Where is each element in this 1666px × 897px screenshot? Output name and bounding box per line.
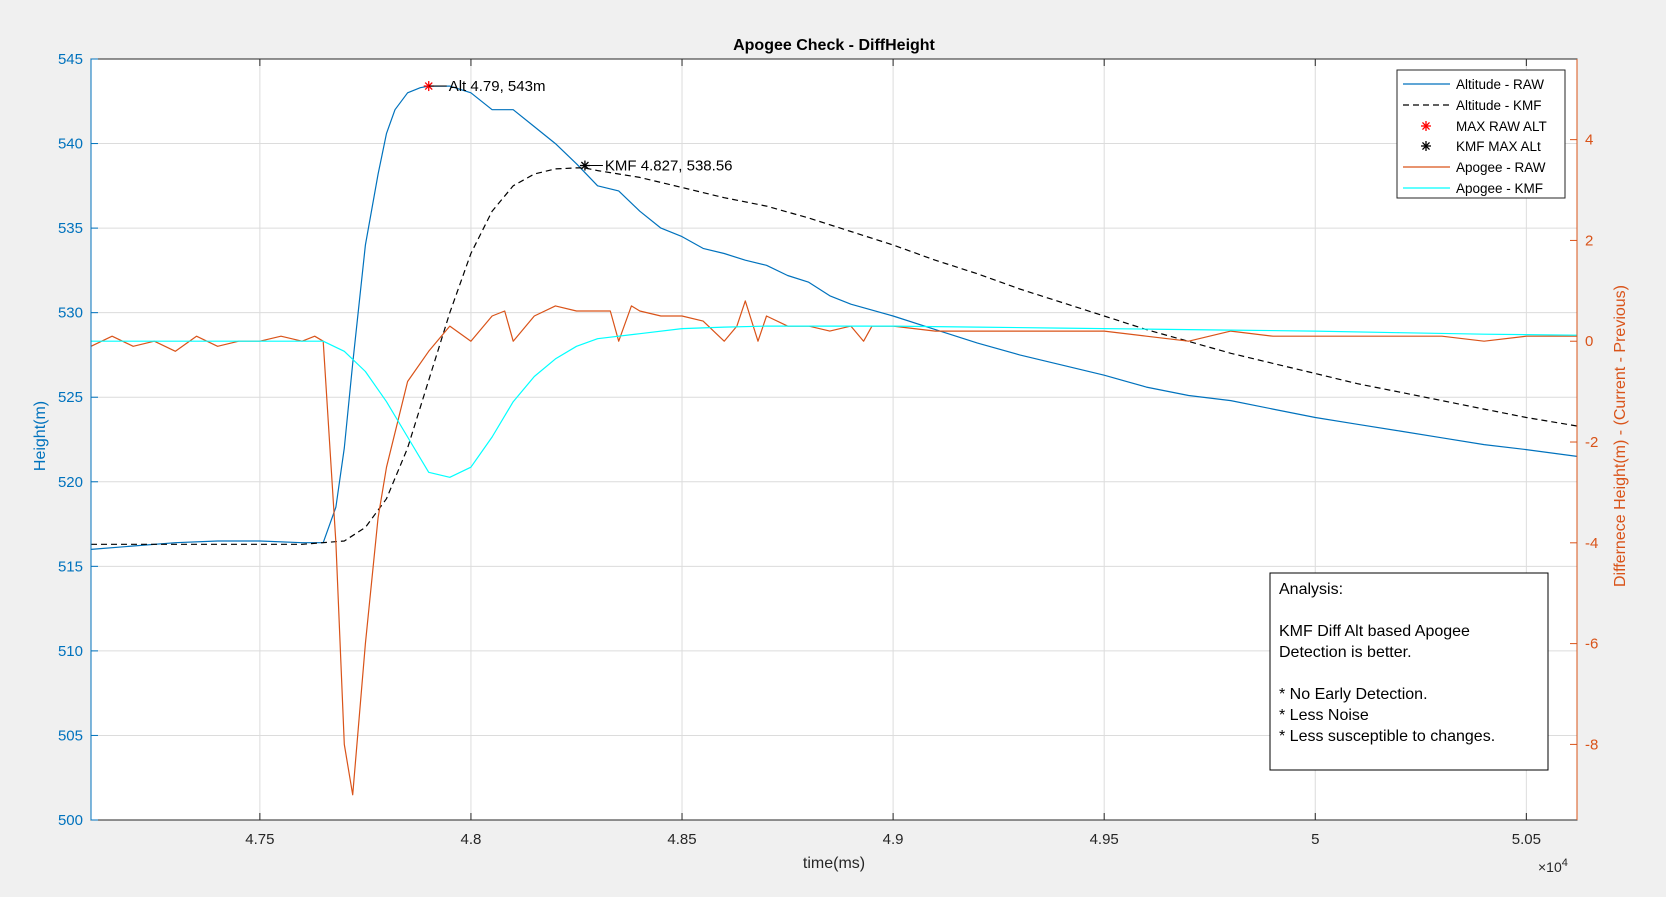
legend-label: MAX RAW ALT (1456, 119, 1547, 134)
analysis-frame (1269, 572, 1549, 771)
analysis-box: Analysis: KMF Diff Alt based Apogee Dete… (1269, 572, 1549, 771)
y-left-tick-label: 515 (58, 558, 83, 575)
x-tick-label: 5.05 (1512, 831, 1541, 848)
x-tick-label: 4.75 (245, 831, 274, 848)
legend-item-apogee-raw: Apogee - RAW (1403, 160, 1546, 175)
series-layer (91, 81, 1577, 796)
analysis-line: Detection is better. (1279, 644, 1412, 661)
y-left-tick-label: 500 (58, 812, 83, 829)
legend-item-altitude-kmf: Altitude - KMF (1403, 98, 1542, 113)
legend-box (1396, 69, 1566, 199)
y-left-tick-label: 520 (58, 474, 83, 491)
legend-label: KMF MAX ALt (1456, 139, 1541, 154)
series-line-altitude-raw (91, 85, 1577, 550)
y-right-tick-label: 2 (1585, 232, 1593, 249)
x-tick-label: 4.95 (1090, 831, 1119, 848)
y-left-tick-label: 525 (58, 389, 83, 406)
y-left-tick-label: 530 (58, 305, 83, 322)
series-line-apogee-kmf (91, 325, 1577, 478)
y-right-tick-label: -6 (1585, 636, 1598, 653)
legend-item-kmf-max-alt: KMF MAX ALt (1421, 139, 1541, 154)
y-right-tick-label: -8 (1585, 736, 1598, 753)
legend-label: Altitude - RAW (1456, 77, 1544, 92)
asterisk-marker-icon (1421, 121, 1431, 131)
legend-item-apogee-kmf: Apogee - KMF (1403, 181, 1543, 196)
x-multiplier-exp: 4 (1562, 857, 1568, 869)
legend-label: Altitude - KMF (1456, 98, 1542, 113)
series-line-apogee-raw (91, 300, 1577, 796)
asterisk-marker-icon (1421, 141, 1431, 151)
x-axis-label: time(ms) (803, 855, 865, 872)
annotation-label: Alt 4.79, 543m (449, 78, 546, 95)
y-left-tick-label: 540 (58, 136, 83, 153)
y-axis-left-label: Height(m) (32, 401, 49, 471)
y-right-tick-label: 0 (1585, 333, 1593, 350)
series-line-altitude-kmf (91, 167, 1577, 545)
x-tick-label: 4.85 (667, 831, 696, 848)
x-tick-label: 5 (1311, 831, 1319, 848)
y-left-tick-label: 535 (58, 220, 83, 237)
legend-item-altitude-raw: Altitude - RAW (1403, 77, 1544, 92)
y-left-tick-label: 510 (58, 643, 83, 660)
legend: Altitude - RAW Altitude - KMF MAX RAW AL… (1396, 69, 1566, 199)
annotation-label: KMF 4.827, 538.56 (605, 158, 733, 175)
x-multiplier-base: ×10 (1538, 859, 1562, 875)
analysis-line: * Less susceptible to changes. (1279, 728, 1495, 745)
analysis-line: KMF Diff Alt based Apogee (1279, 623, 1470, 640)
ticks: 4.75 4.8 4.85 4.9 4.95 5 5.05 500 505 510 515 520 52… (58, 51, 1598, 848)
analysis-line: * No Early Detection. (1279, 686, 1428, 703)
chart-title: Apogee Check - DiffHeight (733, 37, 935, 54)
legend-item-max-raw-alt: MAX RAW ALT (1421, 119, 1547, 134)
annotations: Alt 4.79, 543m KMF 4.827, 538.56 (428, 78, 733, 175)
y-axis-right-label: Differnece Height(m) - (Current - Previo… (1612, 285, 1629, 587)
analysis-line: * Less Noise (1279, 707, 1369, 724)
x-tick-label: 4.9 (883, 831, 904, 848)
y-left-tick-label: 545 (58, 51, 83, 68)
y-right-tick-label: -2 (1585, 434, 1598, 451)
x-tick-label: 4.8 (461, 831, 482, 848)
y-right-tick-label: 4 (1585, 132, 1593, 149)
analysis-line: Analysis: (1279, 581, 1343, 598)
y-right-tick-label: -4 (1585, 535, 1598, 552)
legend-label: Apogee - RAW (1456, 160, 1546, 175)
legend-label: Apogee - KMF (1456, 181, 1543, 196)
x-multiplier: ×104 (1538, 857, 1568, 875)
y-left-tick-label: 505 (58, 727, 83, 744)
